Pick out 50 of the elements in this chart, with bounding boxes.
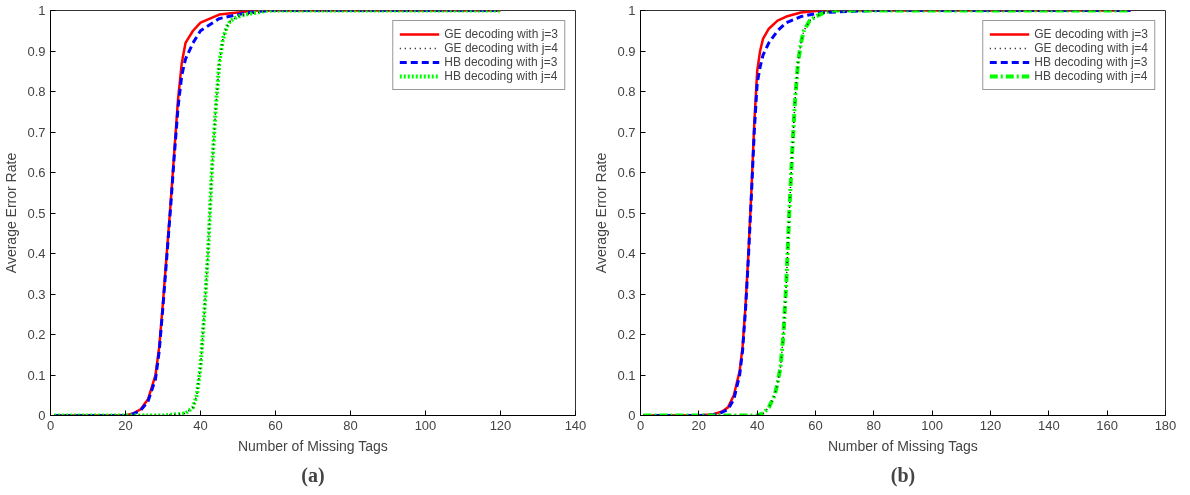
y-tick-label: 0.6 bbox=[27, 165, 46, 180]
y-tick-label: 0.4 bbox=[27, 246, 46, 261]
x-tick-label: 20 bbox=[118, 417, 133, 433]
text: (b) bbox=[890, 463, 916, 487]
x-tick-label: 100 bbox=[414, 417, 437, 433]
y-tick-label: 0.2 bbox=[27, 327, 46, 342]
legend-label: GE decoding with j=3 bbox=[1034, 27, 1148, 41]
y-tick-label: 0.7 bbox=[27, 124, 46, 140]
y-tick-label: 0.2 bbox=[617, 327, 636, 342]
legend-label: GE decoding with j=3 bbox=[444, 27, 558, 41]
y-tick-label: 0.5 bbox=[617, 205, 636, 221]
y-tick-label: 0.9 bbox=[617, 43, 636, 59]
y-tick-label: 1 bbox=[628, 3, 636, 18]
y-axis-title: Average Error Rate bbox=[3, 152, 20, 274]
x-tick-label: 140 bbox=[564, 417, 587, 433]
y-tick-label: 0.1 bbox=[617, 367, 636, 383]
x-tick-label: 80 bbox=[343, 417, 358, 433]
x-tick-label: 140 bbox=[1037, 417, 1060, 433]
y-tick-label: 0.8 bbox=[617, 84, 636, 99]
x-axis-title: Number of Missing Tags bbox=[237, 437, 388, 454]
y-tick-label: 0.8 bbox=[27, 84, 46, 99]
y-tick-label: 0.1 bbox=[27, 367, 46, 383]
y-tick-label: 0.3 bbox=[617, 286, 636, 302]
legend-label: HB decoding with j=3 bbox=[1034, 55, 1148, 69]
y-tick-label: 1 bbox=[38, 3, 46, 18]
x-tick-label: 60 bbox=[268, 417, 283, 433]
x-tick-label: 120 bbox=[979, 417, 1002, 433]
legend-label: GE decoding with j=4 bbox=[444, 41, 558, 55]
legend-label: GE decoding with j=4 bbox=[1034, 41, 1148, 55]
x-tick-label: 160 bbox=[1096, 417, 1119, 433]
legend-label: HB decoding with j=4 bbox=[444, 69, 558, 83]
y-axis-title: Average Error Rate bbox=[593, 152, 610, 274]
x-axis-title: Number of Missing Tags bbox=[827, 437, 978, 454]
x-tick-label: 20 bbox=[691, 417, 707, 433]
x-tick-label: 40 bbox=[749, 417, 765, 433]
x-tick-label: 80 bbox=[866, 417, 882, 433]
legend-label: HB decoding with j=3 bbox=[444, 55, 558, 69]
y-tick-label: 0.3 bbox=[27, 286, 46, 302]
y-tick-label: 0.5 bbox=[27, 205, 46, 221]
y-tick-label: 0.4 bbox=[617, 246, 636, 261]
x-tick-label: 60 bbox=[808, 417, 823, 433]
y-tick-label: 0.6 bbox=[617, 165, 636, 180]
y-tick-label: 0.9 bbox=[27, 43, 46, 59]
x-tick-label: 100 bbox=[921, 417, 944, 433]
y-tick-label: 0.7 bbox=[617, 124, 636, 140]
x-tick-label: 120 bbox=[489, 417, 512, 433]
legend-label: HB decoding with j=4 bbox=[1034, 69, 1148, 83]
text: (a) bbox=[301, 463, 325, 487]
x-tick-label: 40 bbox=[193, 417, 208, 433]
x-tick-label: 180 bbox=[1154, 417, 1177, 433]
